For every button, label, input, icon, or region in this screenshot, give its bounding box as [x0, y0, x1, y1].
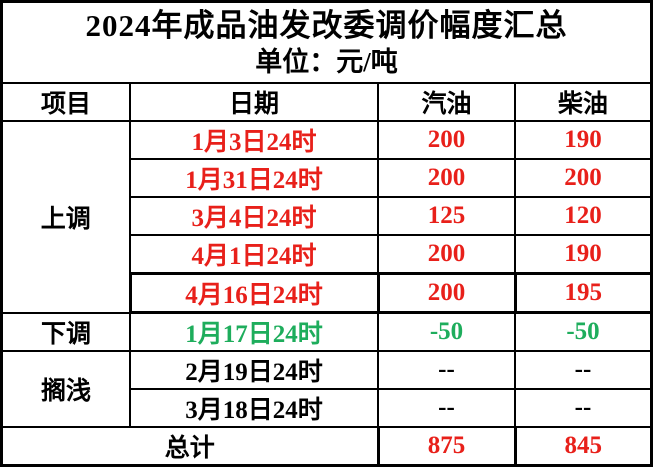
column-header-date: 日期 [129, 84, 379, 122]
date-cell: 4月16日24时 [128, 272, 380, 314]
table-row: 搁浅 2月19日24时 -- -- [3, 350, 650, 428]
gasoline-value: 125 [377, 196, 516, 236]
total-gasoline-value: 875 [376, 426, 517, 464]
gasoline-value: 200 [377, 234, 516, 275]
group-label-decrease: 下调 [3, 311, 131, 352]
date-cell: 2月19日24时 [129, 350, 379, 390]
table-row: 3月4日24时 125 120 [3, 196, 650, 236]
diesel-value: 120 [514, 196, 650, 236]
diesel-value: 190 [514, 234, 650, 275]
column-header-diesel: 柴油 [514, 84, 650, 122]
total-row: 总计 875 845 [3, 426, 650, 464]
gasoline-value: -50 [377, 311, 516, 352]
date-cell: 1月31日24时 [129, 158, 379, 198]
table-row: 下调 1月17日24时 -50 -50 [3, 311, 650, 352]
diesel-value: 190 [514, 120, 650, 160]
table-row: 4月1日24时 200 190 [3, 234, 650, 275]
gasoline-value: 200 [377, 120, 516, 160]
group-label-increase: 上调 [3, 120, 131, 314]
unit-subtitle: 单位：元/吨 [255, 46, 398, 77]
title-block: 2024年成品油发改委调价幅度汇总 单位：元/吨 [3, 3, 650, 84]
total-label: 总计 [3, 426, 379, 464]
diesel-value: -- [514, 388, 650, 428]
gasoline-value: -- [377, 350, 516, 390]
diesel-value: -50 [514, 311, 650, 352]
date-cell: 1月3日24时 [129, 120, 379, 160]
gasoline-value: 200 [377, 272, 517, 314]
table-row: 上调 1月3日24时 200 190 [3, 120, 650, 314]
table-row-selected: 4月16日24时 200 195 [3, 272, 650, 314]
diesel-value: -- [514, 350, 650, 390]
column-header-item: 项目 [3, 84, 131, 122]
date-cell: 3月4日24时 [129, 196, 379, 236]
total-diesel-value: 845 [514, 426, 650, 464]
gasoline-value: 200 [377, 158, 516, 198]
page-title: 2024年成品油发改委调价幅度汇总 [85, 7, 568, 43]
gasoline-value: -- [377, 388, 516, 428]
diesel-value: 200 [514, 158, 650, 198]
date-cell: 3月18日24时 [129, 388, 379, 428]
date-cell: 1月17日24时 [129, 311, 379, 352]
diesel-value: 195 [514, 272, 650, 314]
date-cell: 4月1日24时 [129, 234, 379, 275]
table-row: 1月31日24时 200 200 [3, 158, 650, 198]
table-row: 3月18日24时 -- -- [3, 388, 650, 428]
column-header-gasoline: 汽油 [377, 84, 516, 122]
group-label-stranded: 搁浅 [3, 350, 131, 428]
adjustment-table: 项目 日期 汽油 柴油 上调 1月3日24时 200 190 1月31日24时 … [3, 84, 650, 464]
header-row: 项目 日期 汽油 柴油 [3, 84, 650, 122]
